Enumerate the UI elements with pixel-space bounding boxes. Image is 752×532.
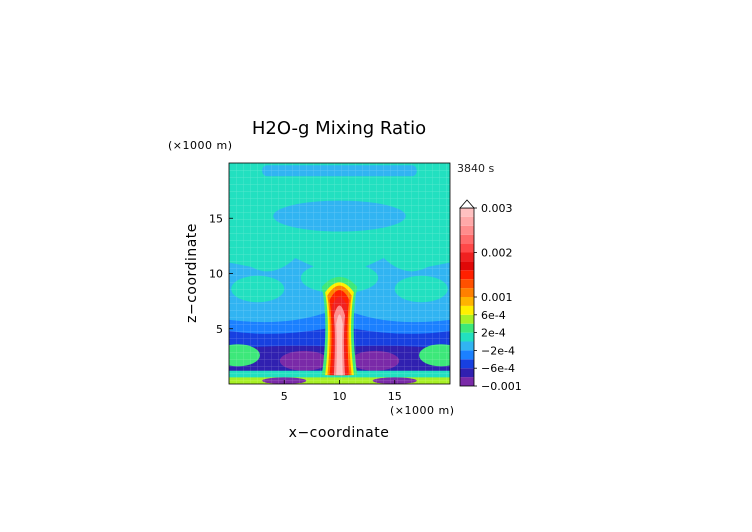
time-label: 3840 s — [457, 162, 494, 175]
colorbar-segment — [460, 341, 474, 351]
colorbar: 0.003 0.002 0.001 6e-4 2e-4 −2e-4 −6e-4 −0.001 — [459, 199, 522, 393]
colorbar-segment — [460, 270, 474, 280]
colorbar-label: 0.003 — [481, 202, 513, 215]
colorbar-label: 6e-4 — [481, 309, 506, 322]
x-unit-label: (×1000 m) — [390, 404, 455, 417]
x-axis-label: x−coordinate — [289, 425, 390, 441]
x-tick-label: 10 — [333, 390, 347, 403]
colorbar-segment — [460, 225, 474, 235]
y-axis-label: z−coordinate — [184, 223, 200, 323]
colorbar-segment — [460, 208, 474, 217]
colorbar-label: −6e-4 — [481, 362, 515, 375]
colorbar-segment — [460, 350, 474, 360]
colorbar-label: −2e-4 — [481, 344, 515, 357]
colorbar-segment — [460, 234, 474, 244]
colorbar-segment — [460, 261, 474, 271]
colorbar-label: 0.002 — [481, 247, 513, 260]
grid-overlay — [229, 163, 450, 384]
x-ticks: 5 10 15 — [281, 380, 402, 403]
x-tick-label: 5 — [281, 390, 288, 403]
colorbar-label: 2e-4 — [481, 327, 506, 340]
colorbar-segment — [460, 323, 474, 333]
colorbar-segment — [460, 297, 474, 306]
colorbar-segment — [460, 305, 474, 315]
colorbar-segment — [460, 377, 474, 386]
colorbar-segment — [460, 243, 474, 253]
chart-title: H2O-g Mixing Ratio — [252, 118, 426, 139]
colorbar-label: −0.001 — [481, 380, 522, 393]
y-tick-label: 15 — [209, 212, 223, 225]
colorbar-segment — [460, 368, 474, 378]
colorbar-segment — [460, 359, 474, 369]
colorbar-segment — [460, 279, 474, 289]
plot-area — [229, 163, 450, 384]
colorbar-segment — [460, 216, 474, 226]
y-unit-label: (×1000 m) — [168, 139, 233, 152]
y-tick-label: 10 — [209, 268, 223, 281]
x-tick-label: 15 — [388, 390, 402, 403]
y-ticks: 5 10 15 — [209, 212, 233, 336]
colorbar-label: 0.001 — [481, 291, 513, 304]
y-tick-label: 5 — [216, 323, 223, 336]
colorbar-segment — [460, 288, 474, 297]
colorbar-segment — [460, 332, 474, 342]
colorbar-extend-arrow — [459, 199, 475, 209]
colorbar-segment — [460, 252, 474, 262]
colorbar-segment — [460, 314, 474, 324]
